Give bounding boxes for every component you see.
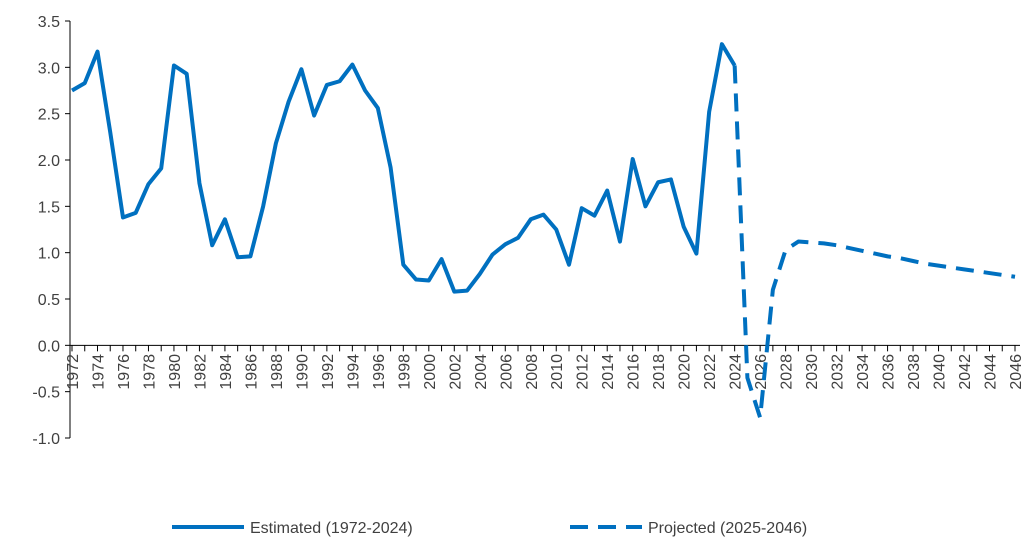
y-tick-label: 3.0 — [38, 60, 60, 77]
x-tick-label: 2034 — [855, 354, 872, 390]
x-tick-label: 2026 — [753, 354, 770, 390]
x-tick-label: 2030 — [804, 354, 821, 390]
x-tick-label: 2028 — [779, 354, 796, 390]
x-tick-label: 1988 — [269, 354, 286, 390]
x-tick-label: 1978 — [141, 354, 158, 390]
x-tick-label: 1976 — [116, 354, 133, 390]
x-tick-label: 2036 — [881, 354, 898, 390]
x-tick-label: 2012 — [575, 354, 592, 390]
x-tick-label: 2010 — [549, 354, 566, 390]
series-line — [732, 65, 1016, 420]
x-tick-label: 1972 — [65, 354, 82, 390]
legend-label: Projected (2025-2046) — [648, 520, 807, 537]
y-tick-label: 3.5 — [38, 14, 60, 31]
x-tick-label: 2018 — [651, 354, 668, 390]
x-tick-label: 2038 — [906, 354, 923, 390]
x-tick-label: 2032 — [830, 354, 847, 390]
x-tick-label: 1994 — [345, 354, 362, 390]
y-tick-label: 1.0 — [38, 246, 60, 263]
legend-label: Estimated (1972-2024) — [250, 520, 413, 537]
y-tick-label: -1.0 — [32, 431, 60, 448]
x-tick-label: 1980 — [167, 354, 184, 390]
x-tick-label: 2044 — [983, 354, 1000, 390]
x-tick-label: 1986 — [243, 354, 260, 390]
x-tick-label: 2046 — [1008, 354, 1022, 390]
x-tick-label: 1992 — [320, 354, 337, 390]
x-tick-label: 2016 — [626, 354, 643, 390]
x-tick-label: 1974 — [90, 354, 107, 390]
y-tick-label: 1.5 — [38, 199, 60, 216]
x-tick-label: 2042 — [957, 354, 974, 390]
series-line — [70, 42, 737, 294]
y-tick-label: 2.5 — [38, 107, 60, 124]
x-tick-label: 1998 — [396, 354, 413, 390]
x-tick-label: 2004 — [473, 354, 490, 390]
x-tick-label: 1996 — [371, 354, 388, 390]
x-tick-label: 2002 — [447, 354, 464, 390]
x-tick-label: 1984 — [218, 354, 235, 390]
x-tick-label: 1990 — [294, 354, 311, 390]
y-tick-label: 0.0 — [38, 338, 60, 355]
x-tick-label: 2024 — [728, 354, 745, 390]
x-tick-label: 2000 — [422, 354, 439, 390]
y-tick-label: 0.5 — [38, 292, 60, 309]
x-tick-label: 2008 — [524, 354, 541, 390]
x-tick-label: 1982 — [192, 354, 209, 390]
x-tick-label: 2006 — [498, 354, 515, 390]
x-tick-label: 2022 — [702, 354, 719, 390]
y-tick-label: 2.0 — [38, 153, 60, 170]
x-tick-label: 2020 — [677, 354, 694, 390]
x-tick-label: 2014 — [600, 354, 617, 390]
y-tick-label: -0.5 — [32, 385, 60, 402]
x-tick-label: 2040 — [932, 354, 949, 390]
